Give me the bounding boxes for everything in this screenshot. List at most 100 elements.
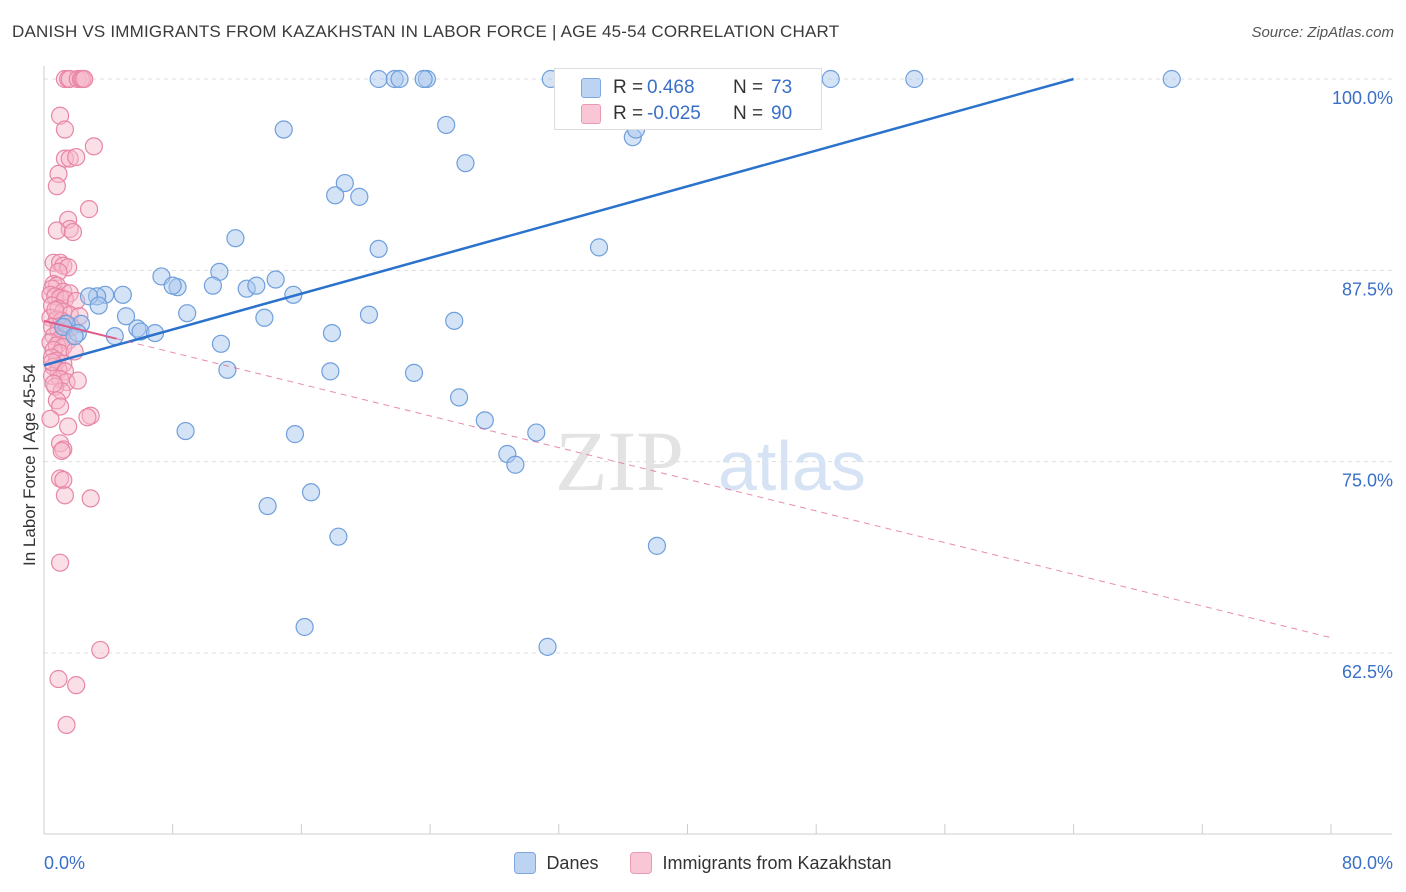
- legend-item-danes[interactable]: Danes: [514, 852, 598, 874]
- danes-point: [113, 285, 132, 304]
- kazakhstan-trendline-solid: [43, 319, 117, 340]
- stats-legend: R = 0.468 N = 73 R = -0.025 N = 90: [554, 68, 822, 130]
- danes-point: [274, 120, 293, 139]
- danes-point: [285, 425, 305, 444]
- danes-point: [301, 483, 321, 502]
- danes-point: [203, 276, 223, 295]
- danes-point: [350, 187, 369, 206]
- danes-point: [445, 311, 464, 330]
- kazakhstan-trendline-dashed: [116, 338, 1332, 639]
- kazakhstan-point: [52, 441, 71, 461]
- kazakhstan-point: [55, 120, 75, 139]
- grid-lines: [44, 78, 1392, 654]
- y-tick-label: 100.0%: [1332, 88, 1393, 108]
- watermark-zip: ZIP: [555, 413, 684, 509]
- danes-trendline: [43, 77, 1074, 367]
- danes-n-value: 73: [771, 77, 793, 98]
- danes-point: [456, 154, 475, 173]
- danes-point: [295, 617, 314, 637]
- legend-danes-label: Danes: [546, 852, 599, 873]
- kazakhstan-swatch: [581, 104, 601, 124]
- danes-point: [369, 239, 388, 259]
- danes-point: [329, 527, 348, 546]
- danes-point: [321, 362, 340, 381]
- danes-point: [404, 363, 424, 382]
- kazakhstan-point: [75, 69, 94, 89]
- danes-n-label: N =: [733, 77, 764, 98]
- danes-point: [475, 411, 494, 430]
- legend-danes-swatch: [514, 852, 537, 874]
- danes-point: [247, 276, 266, 295]
- kazakhstan-point: [67, 676, 86, 695]
- kazakhstan-point: [46, 301, 65, 320]
- kazakhstan-point: [59, 417, 78, 436]
- y-axis-label: In Labor Force | Age 45-54: [20, 364, 39, 566]
- legend-kazakhstan-label: Immigrants from Kazakhstan: [662, 852, 892, 873]
- danes-point: [647, 536, 667, 555]
- danes-point: [163, 276, 182, 295]
- danes-point: [116, 307, 136, 326]
- danes-point: [527, 423, 546, 442]
- x-tick-label: 80.0%: [1342, 853, 1393, 873]
- stats-row-kazakhstan: R = -0.025 N = 90: [555, 101, 823, 127]
- danes-point: [322, 323, 342, 343]
- series-danes-points: [54, 69, 1181, 656]
- kazakhstan-point: [78, 408, 97, 427]
- danes-point: [359, 305, 379, 324]
- watermark-atlas: atlas: [718, 427, 866, 505]
- danes-point: [211, 334, 231, 353]
- danes-point: [258, 496, 277, 516]
- kazakhstan-point: [68, 371, 87, 390]
- chart-title: DANISH VS IMMIGRANTS FROM KAZAKHSTAN IN …: [12, 22, 840, 41]
- danes-point: [589, 238, 609, 257]
- danes-point: [266, 270, 285, 289]
- danes-point: [1162, 69, 1181, 89]
- legend-item-kazakhstan[interactable]: Immigrants from Kazakhstan: [630, 852, 892, 874]
- kazakhstan-point: [81, 489, 100, 508]
- danes-point: [335, 173, 354, 193]
- danes-point: [176, 421, 195, 441]
- danes-point: [218, 360, 237, 379]
- tick-labels: 100.0% 87.5% 75.0% 62.5% 0.0% 80.0%: [44, 88, 1393, 873]
- danes-point: [89, 296, 108, 315]
- y-tick-label: 75.0%: [1342, 471, 1393, 491]
- kazakhstan-point: [57, 715, 76, 735]
- y-tick-label: 87.5%: [1342, 279, 1393, 299]
- source-label: Source: ZipAtlas.com: [1251, 24, 1394, 41]
- stats-row-danes: R = 0.468 N = 73: [555, 75, 823, 101]
- danes-r-label: R =: [613, 77, 644, 98]
- kazakhstan-point: [55, 486, 75, 505]
- danes-point: [178, 304, 197, 323]
- kazakhstan-point: [91, 640, 110, 660]
- danes-point: [449, 388, 469, 407]
- danes-point: [538, 637, 557, 656]
- kazakhstan-point: [47, 177, 66, 196]
- kazakhstan-point: [63, 222, 83, 242]
- kazakhstan-point: [54, 470, 73, 490]
- kazakhstan-point: [79, 200, 99, 219]
- kazakhstan-point: [84, 137, 103, 156]
- kazakhstan-point: [44, 374, 63, 393]
- x-tick-label: 0.0%: [44, 853, 85, 873]
- kazakhstan-point: [60, 149, 79, 168]
- danes-point: [326, 186, 345, 205]
- trend-lines: [43, 77, 1332, 639]
- series-kazakhstan-points: [41, 69, 110, 735]
- danes-point: [390, 69, 409, 89]
- axes: [43, 66, 1392, 835]
- kazakhstan-point: [50, 106, 70, 125]
- kazakhstan-point: [50, 397, 70, 416]
- danes-r-value: 0.468: [647, 77, 695, 98]
- kazakhstan-point: [59, 258, 78, 277]
- kazakhstan-point: [50, 553, 70, 572]
- kazakhstan-n-label: N =: [733, 103, 764, 124]
- kazakhstan-r-value: -0.025: [647, 103, 701, 124]
- danes-swatch: [581, 78, 601, 98]
- y-tick-label: 62.5%: [1342, 662, 1393, 682]
- kazakhstan-point: [47, 221, 66, 240]
- kazakhstan-point: [41, 409, 60, 428]
- danes-point: [905, 69, 924, 89]
- kazakhstan-point: [67, 147, 86, 167]
- danes-point: [369, 69, 388, 89]
